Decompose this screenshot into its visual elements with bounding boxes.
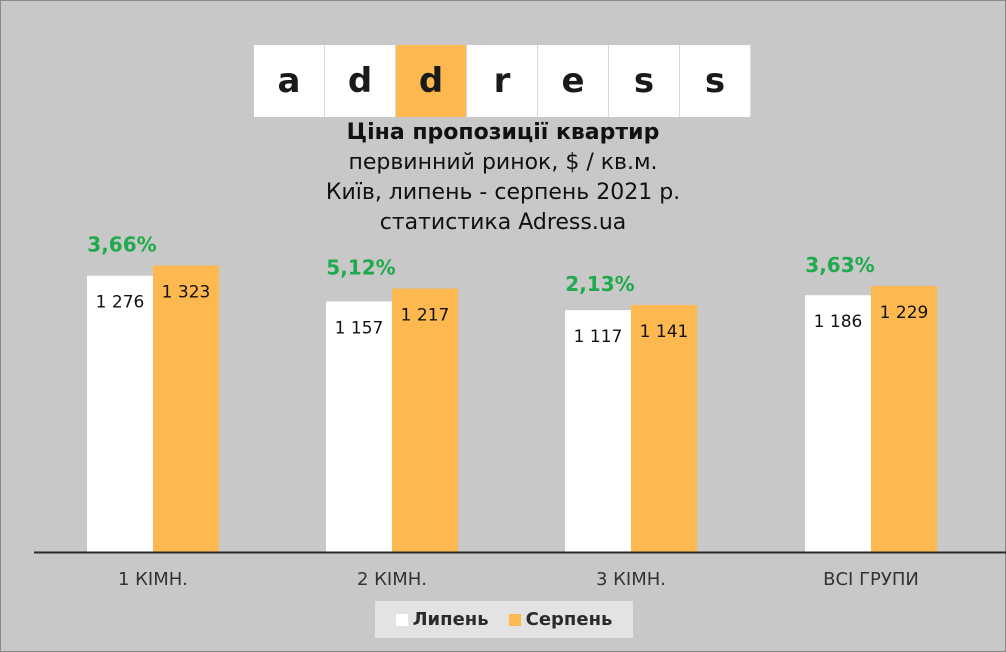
address-logo: a d d r e s s <box>254 45 752 117</box>
logo-letter: s <box>680 45 751 117</box>
logo-letter: d <box>325 45 396 117</box>
bar-july <box>805 295 871 552</box>
legend: Липень Серпень <box>375 601 633 638</box>
bar-value-label: 1 141 <box>640 322 689 342</box>
bar-july <box>326 301 392 552</box>
chart-title-block: Ціна пропозиції квартир первинний ринок,… <box>200 118 806 238</box>
legend-label-july: Липень <box>412 609 489 630</box>
bar-value-label: 1 323 <box>162 283 211 303</box>
legend-item-july: Липень <box>395 609 489 630</box>
bar-august <box>631 304 697 552</box>
legend-item-august: Серпень <box>508 609 613 630</box>
bar-value-label: 1 157 <box>335 319 384 339</box>
logo-letter: s <box>609 45 680 117</box>
bar-value-label: 1 229 <box>880 303 929 323</box>
chart-subtitle-source: статистика Adress.ua <box>379 210 627 235</box>
change-percent-label: 2,13% <box>565 272 634 296</box>
logo-letter-highlight: d <box>396 45 467 117</box>
change-percent-label: 5,12% <box>326 256 395 280</box>
x-tick-label: 3 КІМН. <box>596 569 666 590</box>
bar-august <box>392 288 458 552</box>
bar-value-label: 1 276 <box>96 293 145 313</box>
bar-value-label: 1 186 <box>814 312 863 332</box>
chart-title: Ціна пропозиції квартир <box>346 120 660 145</box>
legend-swatch-august <box>508 613 521 626</box>
chart-subtitle: первинний ринок, $ / кв.м. <box>348 150 658 175</box>
bar-value-label: 1 117 <box>574 327 623 347</box>
chart-subtitle-period: Київ, липень - серпень 2021 р. <box>325 180 681 205</box>
x-tick-label: 2 КІМН. <box>357 569 427 590</box>
logo-letter: e <box>538 45 609 117</box>
legend-swatch-july <box>395 613 408 626</box>
bar-value-label: 1 217 <box>401 306 450 326</box>
legend-label-august: Серпень <box>525 609 613 630</box>
x-tick-label: 1 КІМН. <box>118 569 188 590</box>
bar-july <box>565 310 631 552</box>
logo-letter: r <box>467 45 538 117</box>
logo-letter: a <box>254 45 325 117</box>
bar-july <box>87 275 153 552</box>
bar-august <box>153 265 219 552</box>
x-tick-label: ВСІ ГРУПИ <box>823 569 919 590</box>
bar-august <box>871 285 937 552</box>
change-percent-label: 3,66% <box>87 233 156 257</box>
change-percent-label: 3,63% <box>805 253 874 277</box>
